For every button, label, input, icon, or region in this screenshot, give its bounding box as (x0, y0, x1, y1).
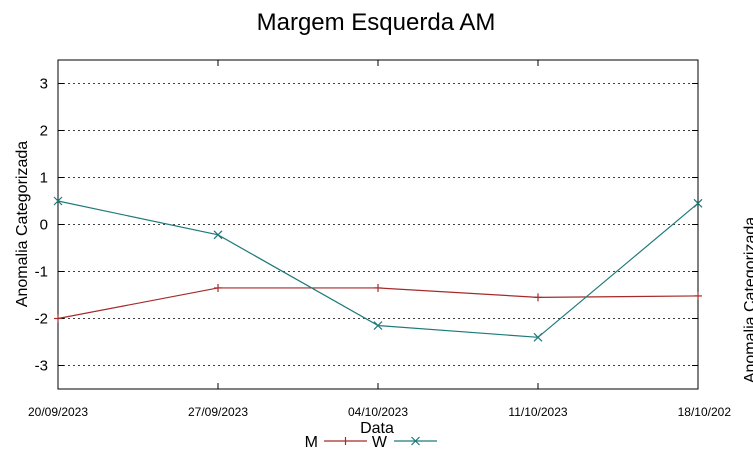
y-tick-label: 1 (40, 170, 48, 187)
x-ticks: 20/09/2023 27/09/2023 04/10/2023 11/10/2023… (28, 60, 731, 419)
data-point-M (694, 291, 702, 300)
x-tick-label: 18/10/202 (678, 405, 732, 419)
legend-marker-W-b (411, 436, 420, 446)
data-point-M (374, 283, 382, 292)
x-tick-label: 20/09/2023 (28, 405, 88, 419)
data-point-M (54, 314, 62, 323)
series-group (53, 196, 703, 342)
series-line-W (57, 200, 699, 338)
y-tick-label: 3 (40, 76, 48, 93)
legend-label-M: M (305, 434, 318, 451)
data-point-W (693, 198, 703, 208)
y-tick-label: -2 (35, 311, 48, 328)
y-axis-label: Anomalia Categorizada (14, 141, 31, 307)
y-tick-label: 2 (40, 123, 48, 140)
series-line-M (57, 287, 699, 320)
x-tick-label: 04/10/2023 (348, 405, 408, 419)
y-tick-label: -3 (35, 358, 48, 375)
data-point-M (534, 293, 542, 302)
y-tick-label: -1 (35, 264, 48, 281)
legend-label-W: W (372, 434, 388, 451)
data-point-W (373, 321, 383, 330)
grid (58, 83, 698, 366)
x-axis-label: Data (360, 420, 394, 437)
y-ticks: 3 2 1 0 -1 -2 -3 (35, 76, 698, 375)
x-tick-label: 27/09/2023 (188, 405, 248, 419)
right-y-axis-label: Anomalia Categorizada (742, 217, 753, 383)
y-tick-label: 0 (40, 217, 48, 234)
data-point-W (533, 332, 543, 342)
data-point-M (214, 283, 222, 292)
data-point-W (213, 230, 223, 240)
x-tick-label: 11/10/2023 (508, 405, 567, 419)
data-point-W (53, 196, 63, 206)
chart-title: Margem Esquerda AM (257, 9, 496, 36)
